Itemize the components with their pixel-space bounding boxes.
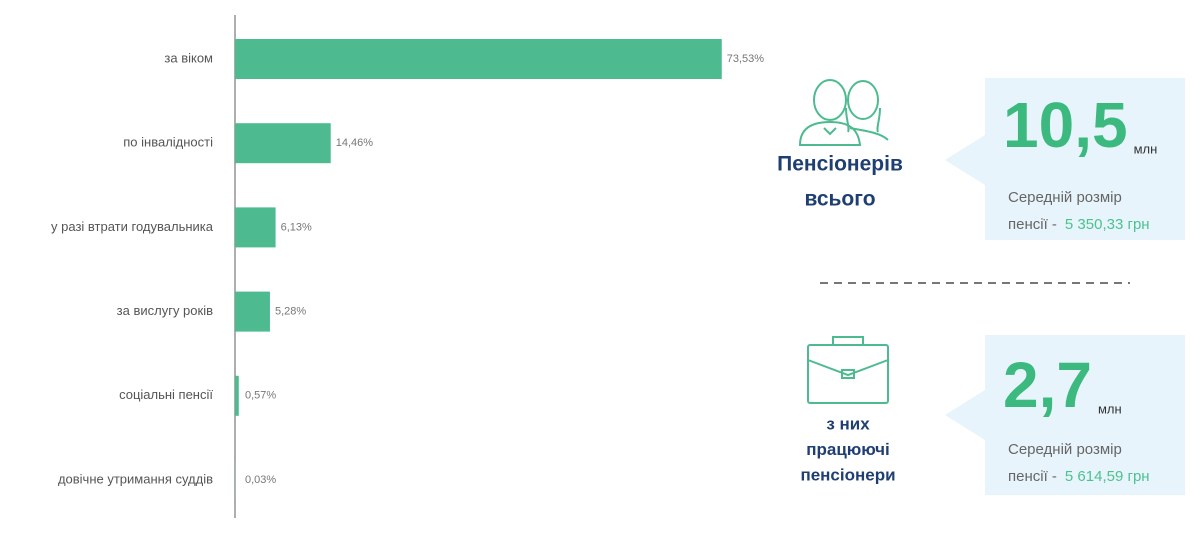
category-label: соціальні пенсії	[119, 387, 213, 402]
note: пенсії -	[1008, 216, 1057, 233]
category-label: за віком	[164, 50, 213, 65]
category-label: за вислугу років	[117, 303, 213, 318]
note: Середній розмір	[1008, 441, 1122, 458]
bar	[235, 39, 722, 79]
note: Середній розмір	[1008, 189, 1122, 206]
value-label: 73,53%	[727, 53, 765, 65]
category-label: по інвалідності	[123, 135, 213, 150]
stat-unit: млн	[1098, 401, 1122, 416]
stat-value: 10,5	[1003, 89, 1128, 161]
note: пенсії -	[1008, 468, 1057, 485]
briefcase-icon	[807, 336, 889, 404]
value-label: 5,28%	[275, 306, 306, 318]
stat-unit: млн	[1134, 141, 1158, 156]
people-icon	[798, 79, 889, 146]
amount: 5 614,59 грн	[1065, 468, 1150, 485]
value-label: 0,03%	[245, 474, 276, 486]
category-label: у разі втрати годувальника	[51, 219, 214, 234]
stat-label: з них	[826, 414, 870, 433]
stat-value: 2,7	[1003, 349, 1092, 421]
value-label: 0,57%	[245, 390, 276, 402]
bar	[235, 375, 239, 416]
value-label: 14,46%	[336, 137, 374, 149]
amount: 5 350,33 грн	[1065, 216, 1150, 233]
stat-label: всього	[804, 188, 875, 211]
card	[945, 335, 1185, 495]
bar	[235, 123, 331, 164]
category-label: довічне утримання суддів	[58, 471, 213, 486]
stat-label: пенсіонери	[800, 465, 895, 484]
stat-label: працюючі	[806, 440, 890, 459]
stat-label: Пенсіонерів	[777, 153, 903, 176]
bar	[235, 291, 270, 332]
value-label: 6,13%	[281, 221, 312, 233]
card	[945, 78, 1185, 240]
bar	[235, 207, 276, 248]
